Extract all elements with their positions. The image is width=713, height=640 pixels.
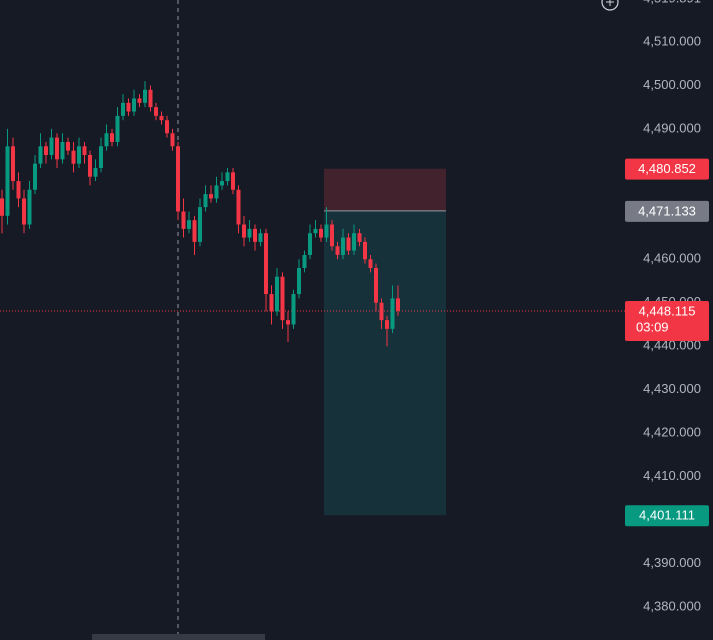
candle-body bbox=[44, 146, 48, 155]
candle-body bbox=[225, 172, 230, 182]
candle-body bbox=[368, 259, 373, 268]
stop-zone bbox=[324, 168, 446, 211]
candle-body bbox=[374, 267, 378, 303]
y-tick-label: 4,460.000 bbox=[643, 251, 701, 266]
candle-body bbox=[159, 115, 164, 121]
candle-body bbox=[115, 115, 120, 142]
y-tick-label: 4,430.000 bbox=[643, 381, 701, 396]
candle-body bbox=[302, 254, 307, 268]
candle-body bbox=[335, 246, 340, 255]
candle-body bbox=[137, 98, 142, 103]
target-zone bbox=[324, 210, 446, 516]
candle-body bbox=[55, 137, 59, 160]
candle-body bbox=[319, 228, 323, 238]
y-tick-label: 4,510.000 bbox=[643, 33, 701, 48]
candle-body bbox=[346, 237, 351, 251]
current-price-label-bg bbox=[625, 300, 709, 341]
candle-body bbox=[93, 168, 98, 177]
candle-body bbox=[154, 107, 158, 116]
candle-body bbox=[236, 189, 241, 225]
candle-body bbox=[379, 302, 384, 321]
candle-body bbox=[60, 141, 65, 160]
candle-body bbox=[363, 241, 367, 260]
target-price-label: 4,401.111 bbox=[639, 508, 695, 523]
candle-body bbox=[231, 172, 235, 190]
candle-body bbox=[121, 102, 125, 116]
y-tick-label: 4,410.000 bbox=[643, 468, 701, 483]
candle-body bbox=[110, 133, 114, 142]
crosshair-price-label: 4,519.891 bbox=[643, 0, 701, 5]
candle-body bbox=[187, 220, 191, 229]
candle-body bbox=[27, 189, 32, 225]
candle-body bbox=[176, 146, 180, 212]
candle-body bbox=[126, 102, 131, 112]
candle-body bbox=[324, 224, 329, 238]
y-tick-label: 4,420.000 bbox=[643, 425, 701, 440]
candle-body bbox=[165, 120, 169, 134]
candle-body bbox=[390, 298, 395, 329]
candle-body bbox=[132, 98, 136, 112]
candle-body bbox=[192, 220, 197, 242]
candle-body bbox=[214, 185, 219, 199]
candle-body bbox=[0, 198, 4, 216]
candle-body bbox=[198, 207, 202, 242]
candle-body bbox=[291, 294, 296, 325]
candle-body bbox=[396, 298, 400, 311]
candle-body bbox=[49, 137, 54, 155]
entry-price-label-bg bbox=[625, 200, 709, 222]
y-tick-label: 4,390.000 bbox=[643, 555, 701, 570]
candle-body bbox=[264, 233, 268, 295]
y-tick-label: 4,380.000 bbox=[643, 598, 701, 613]
candle-body bbox=[385, 320, 389, 329]
candle-body bbox=[220, 181, 224, 186]
candle-body bbox=[341, 237, 345, 255]
stop-price-label: 4,480.852 bbox=[638, 161, 696, 176]
candle-body bbox=[286, 320, 290, 325]
candle-body bbox=[33, 163, 37, 190]
target-price-label-bg bbox=[625, 505, 709, 527]
candle-body bbox=[297, 267, 301, 295]
candle-body bbox=[280, 276, 285, 321]
candle-body bbox=[38, 146, 43, 164]
candle-body bbox=[16, 181, 21, 199]
candle-body bbox=[308, 233, 312, 255]
candle-body bbox=[352, 233, 356, 251]
candle-body bbox=[77, 146, 81, 164]
candle-body bbox=[71, 150, 76, 164]
candle-body bbox=[247, 228, 252, 238]
candle-body bbox=[357, 233, 362, 242]
current-price-label: 4,448.115 bbox=[639, 303, 696, 318]
candle-body bbox=[88, 154, 92, 177]
add-button[interactable] bbox=[601, 0, 619, 11]
candle-body bbox=[22, 198, 26, 225]
candle-body bbox=[99, 146, 103, 169]
y-tick-label: 4,440.000 bbox=[643, 338, 701, 353]
candle-body bbox=[253, 228, 257, 242]
candle-body bbox=[104, 133, 109, 147]
entry-price-label: 4,471.133 bbox=[638, 203, 696, 218]
candle-body bbox=[143, 89, 147, 103]
candle-body bbox=[148, 89, 153, 108]
y-tick-label: 4,490.000 bbox=[643, 120, 701, 135]
candle-body bbox=[66, 141, 70, 151]
candle-body bbox=[258, 233, 263, 242]
countdown: 03:09 bbox=[636, 319, 669, 334]
candle-body bbox=[203, 194, 208, 208]
candle-body bbox=[242, 224, 246, 238]
candle-body bbox=[181, 211, 186, 229]
candle-body bbox=[209, 194, 213, 199]
candle-body bbox=[275, 276, 279, 312]
candle-body bbox=[5, 146, 10, 216]
scrollbar[interactable] bbox=[92, 634, 265, 640]
stop-price-label-bg bbox=[625, 158, 709, 180]
candle-body bbox=[82, 146, 87, 155]
candle-body bbox=[170, 133, 175, 147]
candle-body bbox=[313, 228, 318, 234]
candle-body bbox=[11, 146, 15, 182]
y-tick-label: 4,500.000 bbox=[643, 77, 701, 92]
candle-body bbox=[269, 294, 274, 312]
candle-body bbox=[330, 224, 334, 247]
